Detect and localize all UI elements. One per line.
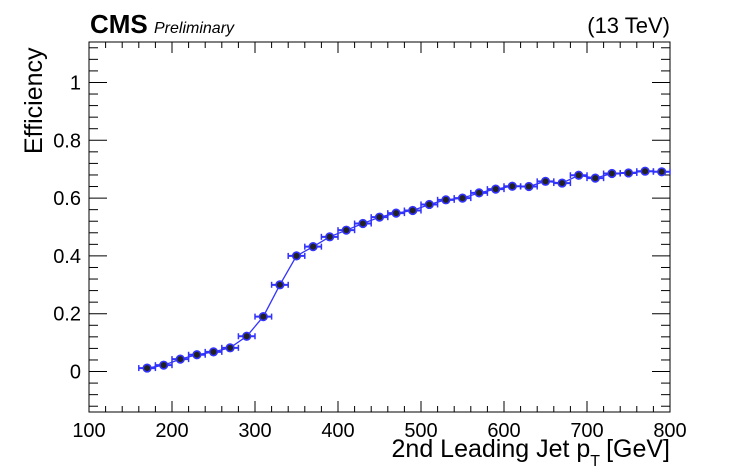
x-tick-label: 800 [653, 420, 686, 442]
data-point [623, 168, 634, 178]
cms-label: CMS [90, 9, 148, 39]
data-point [258, 312, 268, 322]
data-point [540, 176, 551, 186]
data-point [341, 225, 351, 235]
x-axis-label-unit: [GeV] [606, 435, 670, 463]
data-point [192, 350, 202, 360]
y-tick-label: 0.8 [53, 130, 81, 152]
x-axis-label-subscript: T [590, 453, 600, 470]
data-point [275, 280, 285, 290]
data-point [325, 232, 335, 242]
energy-label: (13 TeV) [587, 13, 670, 38]
data-point [574, 170, 584, 180]
x-axis-label-main: 2nd Leading Jet p [392, 435, 591, 463]
x-tick-label: 600 [487, 420, 520, 442]
x-tick-label: 200 [155, 420, 188, 442]
data-point [142, 363, 152, 373]
data-point [441, 195, 451, 205]
plot-frame [88, 41, 671, 413]
data-point [408, 205, 418, 216]
data-point [242, 331, 252, 341]
data-point [175, 354, 185, 364]
data-point [524, 181, 534, 192]
series-line [146, 170, 662, 369]
x-tick-label: 100 [72, 420, 105, 442]
y-tick-label: 0.2 [53, 304, 81, 326]
data-point [424, 199, 434, 210]
data-point [607, 168, 617, 179]
data-point [457, 193, 468, 203]
data-point [474, 188, 484, 198]
data-series [138, 166, 671, 373]
data-point [557, 178, 567, 188]
data-point [308, 242, 318, 252]
data-point [358, 218, 368, 229]
y-tick-label: 0.4 [53, 246, 81, 268]
data-point [159, 360, 169, 370]
y-tick-labels: 0 0.2 0.4 0.6 0.8 1 [53, 72, 81, 383]
data-point [391, 208, 401, 218]
data-point [640, 166, 650, 176]
x-tick-label: 700 [570, 420, 603, 442]
x-tick-labels: 100 200 300 400 500 600 700 800 [72, 420, 686, 442]
data-point [491, 184, 501, 194]
x-axis-label: 2nd Leading Jet pT [GeV] [392, 435, 670, 470]
y-tick-label: 0 [70, 362, 81, 384]
data-point [208, 347, 219, 357]
y-axis-label: Efficiency [20, 47, 48, 154]
axis-ticks [88, 42, 671, 412]
data-point [590, 173, 600, 183]
data-point [507, 181, 517, 191]
data-point [657, 167, 667, 177]
x-tick-label: 300 [238, 420, 271, 442]
y-tick-label: 1 [70, 72, 81, 94]
y-tick-label: 0.6 [53, 188, 81, 210]
x-tick-label: 400 [321, 420, 354, 442]
preliminary-label: Preliminary [154, 20, 235, 37]
x-tick-label: 500 [404, 420, 437, 442]
data-point [225, 343, 235, 353]
data-point [291, 251, 302, 261]
data-point [374, 212, 385, 222]
